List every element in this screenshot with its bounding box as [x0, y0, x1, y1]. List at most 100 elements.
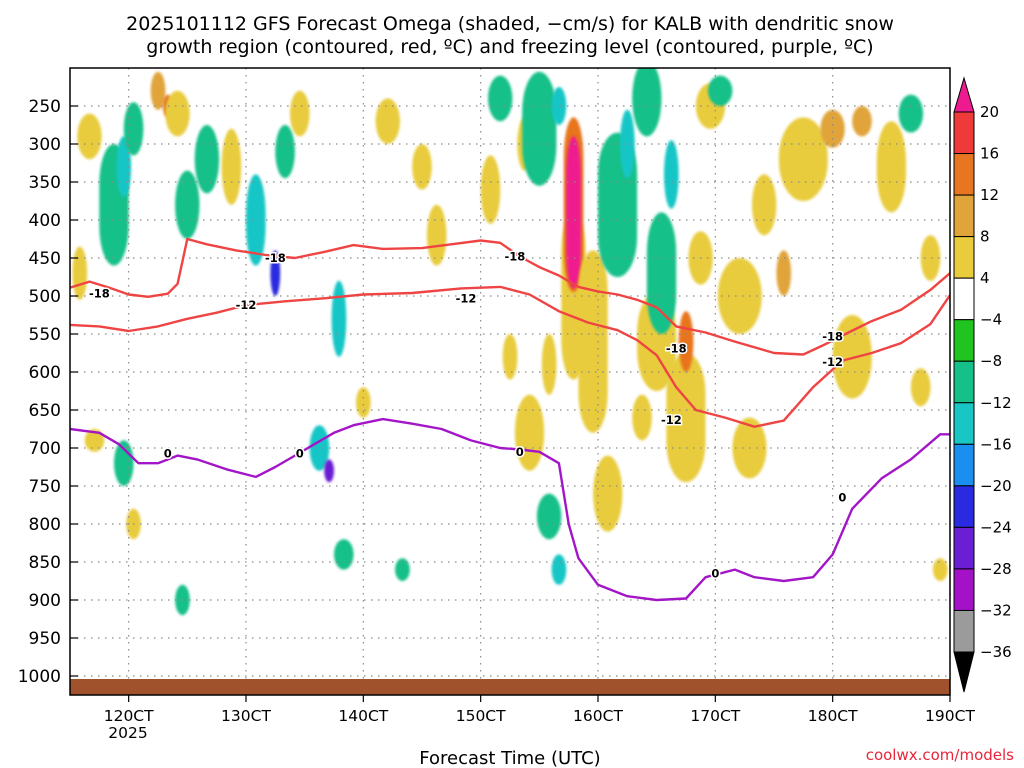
colorbar-segment: [953, 111, 975, 155]
x-tick-label: 130CT: [221, 707, 271, 725]
omega-cell: [664, 140, 679, 209]
colorbar-segment: [953, 526, 975, 570]
contour-line--18C: [70, 237, 950, 356]
colorbar-label: −4: [980, 311, 1002, 329]
omega-cell: [309, 425, 330, 471]
temperature-contours: [70, 237, 950, 602]
contour-label: -18: [666, 341, 687, 355]
chart-title-line-2: growth region (contoured, red, ºC) and f…: [146, 36, 873, 58]
colorbar-label: −16: [980, 435, 1012, 453]
x-tick-label: 180CT: [808, 707, 858, 725]
omega-cell: [593, 455, 623, 532]
omega-shading: [72, 68, 948, 616]
omega-cell: [778, 117, 828, 201]
colorbar-label: 20: [980, 103, 999, 121]
contour-label: -12: [236, 298, 257, 312]
omega-cell: [514, 394, 545, 471]
colorbar-segment: [953, 194, 975, 238]
watermark: coolwx.com/models: [866, 746, 1014, 764]
omega-cell: [356, 387, 371, 418]
omega-cell: [632, 394, 652, 441]
colorbar-segment: [953, 609, 975, 653]
x-axis-time: 120CT 130CT 140CT 150CT 160CT 170CT 180CT 190CT: [104, 695, 975, 725]
omega-cell: [221, 128, 242, 205]
colorbar-segment: [953, 402, 975, 445]
omega-cell: [752, 174, 777, 236]
contour-label: 0: [516, 445, 524, 459]
omega-cell: [334, 539, 354, 570]
omega-cell: [194, 125, 220, 194]
omega-cell: [632, 68, 662, 137]
y-tick-label: 450: [29, 249, 61, 269]
colorbar-segment: [953, 485, 975, 528]
x-axis-title: Forecast Time (UTC): [419, 748, 600, 768]
omega-cell: [876, 121, 906, 213]
colorbar-segment: [953, 277, 975, 321]
y-tick-label: 650: [29, 401, 61, 421]
y-tick-label: 900: [29, 591, 61, 611]
omega-cell: [275, 125, 295, 179]
omega-cell: [708, 75, 733, 106]
colorbar-label: −36: [980, 643, 1012, 661]
surface-terrain: [70, 679, 950, 695]
omega-cell: [820, 109, 845, 148]
contour-label: 0: [296, 446, 304, 460]
omega-cell: [551, 554, 567, 585]
y-tick-label: 850: [29, 553, 61, 573]
colorbar-label: −28: [980, 560, 1012, 578]
omega-cell: [541, 334, 557, 395]
omega-cell: [578, 250, 608, 433]
omega-cell: [852, 106, 872, 137]
omega-cell: [522, 71, 557, 186]
contour-label: -12: [661, 413, 682, 427]
contour-label: 0: [711, 566, 719, 580]
omega-cell: [270, 250, 281, 296]
y-tick-label: 500: [29, 287, 61, 307]
omega-cell: [566, 136, 581, 289]
omega-cell: [620, 109, 635, 179]
contour-label: -18: [265, 251, 286, 265]
contour-label: -12: [456, 291, 477, 305]
omega-cell: [150, 71, 166, 110]
x-tick-label: 150CT: [456, 707, 506, 725]
omega-cell: [165, 90, 190, 137]
colorbar: 20 16 12 8 4 −4 −8 −12 −16 −20 −24 −28 −32 −36: [953, 76, 1012, 693]
colorbar-label: −12: [980, 394, 1012, 412]
colorbar-label: −24: [980, 518, 1012, 536]
contour-labels: -18 -18 -18 -18 -18 -12 -12 -12 -12 0 0 0 0 0: [87, 248, 848, 582]
colorbar-label: −32: [980, 601, 1012, 619]
y-tick-label: 600: [29, 363, 61, 383]
y-tick-label: 400: [29, 211, 61, 231]
plot-frame: [69, 67, 951, 696]
colorbar-segment: [953, 360, 975, 404]
omega-cell: [898, 94, 924, 133]
y-tick-label: 750: [29, 477, 61, 497]
y-tick-label: 800: [29, 515, 61, 535]
colorbar-segment: [953, 568, 975, 611]
omega-cell: [717, 258, 762, 334]
omega-cell: [426, 204, 447, 266]
x-tick-label: 120CT: [104, 707, 154, 725]
colorbar-segment: [953, 236, 975, 279]
y-tick-label: 250: [29, 97, 61, 117]
contour-line--12C: [70, 285, 950, 428]
omega-cell: [77, 113, 102, 160]
colorbar-segment: [953, 443, 975, 487]
colorbar-segment: [953, 319, 975, 362]
y-tick-label: 700: [29, 439, 61, 459]
omega-cell: [932, 558, 948, 581]
chart-title-line-1: 2025101112 GFS Forecast Omega (shaded, −…: [126, 13, 894, 35]
x-tick-label: 170CT: [690, 707, 740, 725]
omega-cell: [175, 170, 200, 239]
omega-cell: [480, 155, 501, 224]
omega-cell: [375, 98, 400, 144]
omega-cell: [123, 102, 144, 156]
x-tick-label: 160CT: [573, 707, 623, 725]
omega-cell: [678, 311, 694, 372]
colorbar-label: −8: [980, 352, 1002, 370]
contour-label: 0: [838, 490, 846, 504]
omega-cell: [412, 144, 432, 190]
colorbar-label: −20: [980, 477, 1012, 495]
colorbar-segment: [953, 651, 975, 693]
